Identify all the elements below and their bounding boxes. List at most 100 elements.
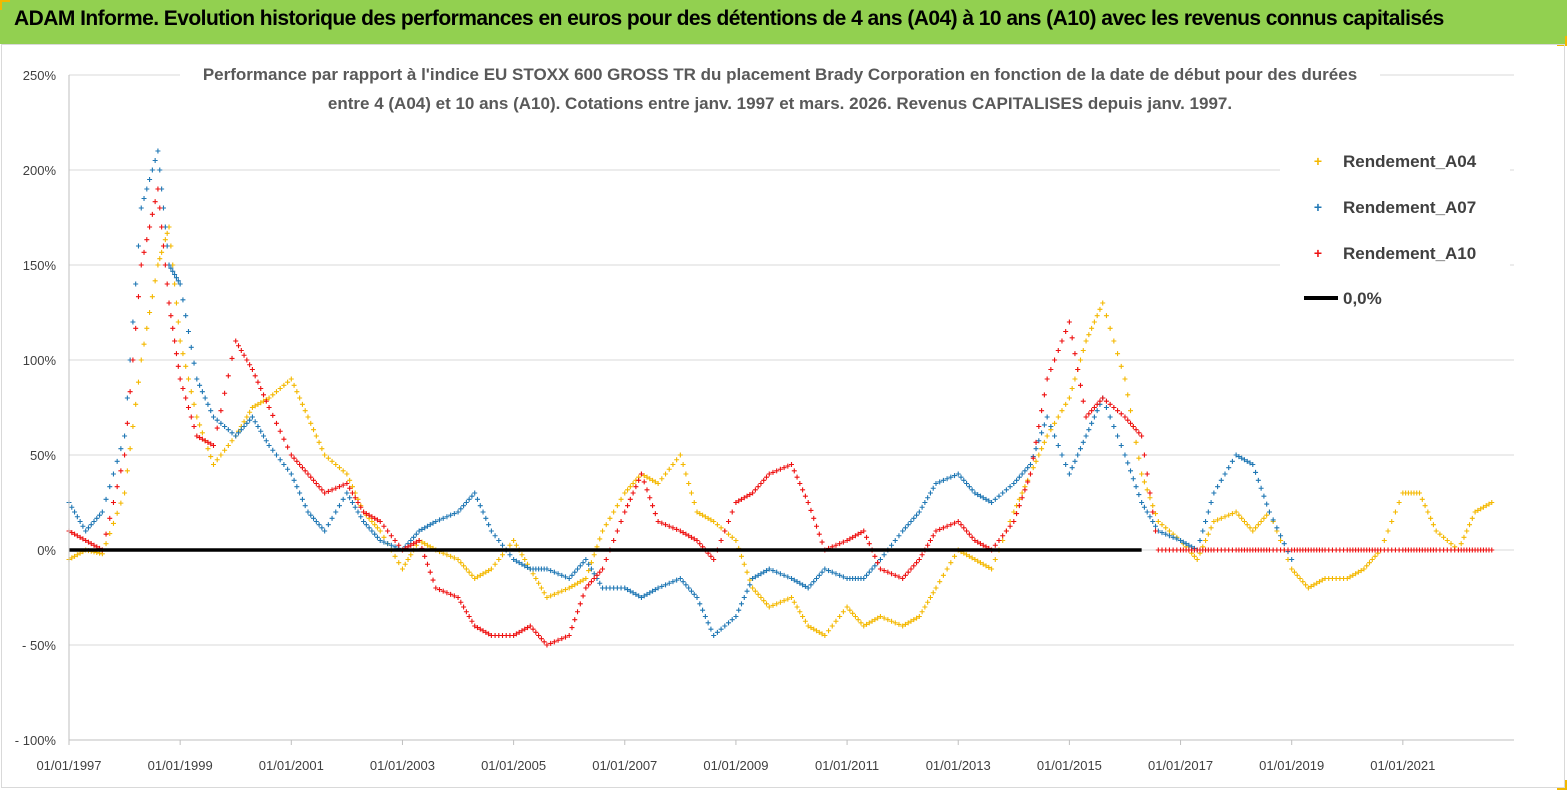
point-a10 bbox=[541, 639, 547, 645]
point-a04 bbox=[711, 519, 717, 524]
point-a04 bbox=[930, 590, 936, 596]
point-a07 bbox=[107, 484, 113, 490]
point-a07 bbox=[670, 579, 676, 585]
x-tick-label: 01/01/2017 bbox=[1148, 758, 1213, 773]
point-a10 bbox=[555, 637, 561, 643]
point-a04 bbox=[1350, 572, 1356, 578]
point-a04 bbox=[1444, 538, 1450, 543]
point-a07 bbox=[655, 585, 661, 591]
point-a04 bbox=[688, 490, 694, 496]
point-a10 bbox=[162, 262, 168, 268]
point-a10 bbox=[430, 577, 436, 583]
point-a04 bbox=[1297, 576, 1303, 581]
point-a10 bbox=[969, 534, 975, 540]
y-tick-label: - 100% bbox=[15, 733, 57, 748]
point-a07 bbox=[1205, 509, 1211, 515]
point-a07 bbox=[258, 428, 264, 434]
point-a04 bbox=[864, 621, 870, 627]
point-a10 bbox=[586, 582, 592, 588]
point-a07 bbox=[544, 566, 550, 572]
point-a10 bbox=[366, 512, 372, 518]
point-a10 bbox=[663, 522, 669, 528]
point-a10 bbox=[477, 626, 483, 632]
point-a07 bbox=[930, 485, 936, 491]
point-a07 bbox=[864, 572, 870, 578]
x-tick-label: 01/01/2003 bbox=[370, 758, 435, 773]
point-a07 bbox=[211, 414, 216, 420]
point-a04 bbox=[1358, 568, 1364, 574]
point-a04 bbox=[374, 525, 380, 531]
point-a04 bbox=[1069, 386, 1075, 391]
point-a07 bbox=[297, 490, 303, 496]
point-a07 bbox=[1069, 465, 1075, 471]
point-a04 bbox=[541, 590, 547, 596]
point-a04 bbox=[572, 582, 578, 588]
point-a10 bbox=[1007, 523, 1013, 529]
point-a04 bbox=[933, 585, 939, 591]
point-a10 bbox=[347, 485, 353, 491]
point-a10 bbox=[155, 186, 161, 192]
point-a04 bbox=[1166, 528, 1172, 534]
point-a10 bbox=[892, 572, 898, 578]
point-a04 bbox=[1311, 582, 1317, 588]
point-a04 bbox=[755, 591, 761, 597]
point-a10 bbox=[781, 465, 787, 471]
point-a04 bbox=[625, 487, 631, 493]
point-a07 bbox=[381, 539, 387, 545]
point-a07 bbox=[785, 574, 791, 580]
x-tick-label: 01/01/2007 bbox=[592, 758, 657, 773]
point-a07 bbox=[236, 430, 242, 436]
point-a07 bbox=[1007, 484, 1013, 490]
point-a10 bbox=[670, 525, 676, 531]
point-a10 bbox=[313, 481, 319, 486]
point-a10 bbox=[114, 484, 120, 490]
chart-title: Performance par rapport à l'indice EU ST… bbox=[180, 58, 1380, 122]
point-a04 bbox=[814, 628, 820, 634]
point-a10 bbox=[413, 539, 419, 545]
point-a04 bbox=[281, 382, 287, 388]
point-a07 bbox=[1111, 424, 1117, 429]
point-a10 bbox=[270, 412, 276, 418]
point-a10 bbox=[166, 300, 172, 306]
point-a10 bbox=[1083, 414, 1089, 420]
point-a04 bbox=[270, 392, 276, 398]
point-a10 bbox=[218, 408, 224, 414]
point-a10 bbox=[1030, 455, 1036, 461]
point-a07 bbox=[1278, 533, 1284, 539]
point-a07 bbox=[702, 614, 708, 619]
point-a10 bbox=[299, 465, 305, 471]
point-a07 bbox=[877, 557, 883, 562]
point-a07 bbox=[385, 541, 391, 547]
point-a04 bbox=[1044, 433, 1050, 439]
point-a10 bbox=[1003, 528, 1009, 534]
y-tick-label: 100% bbox=[23, 353, 57, 368]
point-a07 bbox=[802, 583, 808, 589]
corner-marker-bottom-right bbox=[1557, 780, 1567, 790]
point-a04 bbox=[829, 623, 835, 629]
point-a04 bbox=[1153, 511, 1159, 517]
point-a10 bbox=[149, 211, 155, 217]
point-a07 bbox=[419, 526, 425, 532]
point-a07 bbox=[311, 515, 317, 521]
point-a07 bbox=[214, 417, 220, 423]
point-a07 bbox=[1059, 452, 1065, 458]
point-a07 bbox=[816, 572, 822, 578]
point-a07 bbox=[666, 580, 672, 586]
point-a10 bbox=[1066, 319, 1072, 325]
point-a04 bbox=[1147, 495, 1153, 501]
point-a10 bbox=[416, 538, 422, 543]
point-a04 bbox=[586, 568, 592, 574]
point-a04 bbox=[159, 249, 165, 255]
point-a04 bbox=[614, 503, 620, 509]
point-a10 bbox=[961, 525, 967, 531]
point-a07 bbox=[122, 433, 128, 439]
point-a04 bbox=[155, 262, 161, 268]
point-a04 bbox=[1144, 487, 1150, 493]
point-a10 bbox=[1072, 351, 1078, 357]
point-a07 bbox=[1091, 414, 1097, 420]
point-a10 bbox=[199, 436, 205, 442]
point-a10 bbox=[530, 626, 536, 632]
point-a10 bbox=[427, 569, 433, 575]
point-a04 bbox=[680, 462, 686, 467]
point-a04 bbox=[294, 389, 300, 395]
